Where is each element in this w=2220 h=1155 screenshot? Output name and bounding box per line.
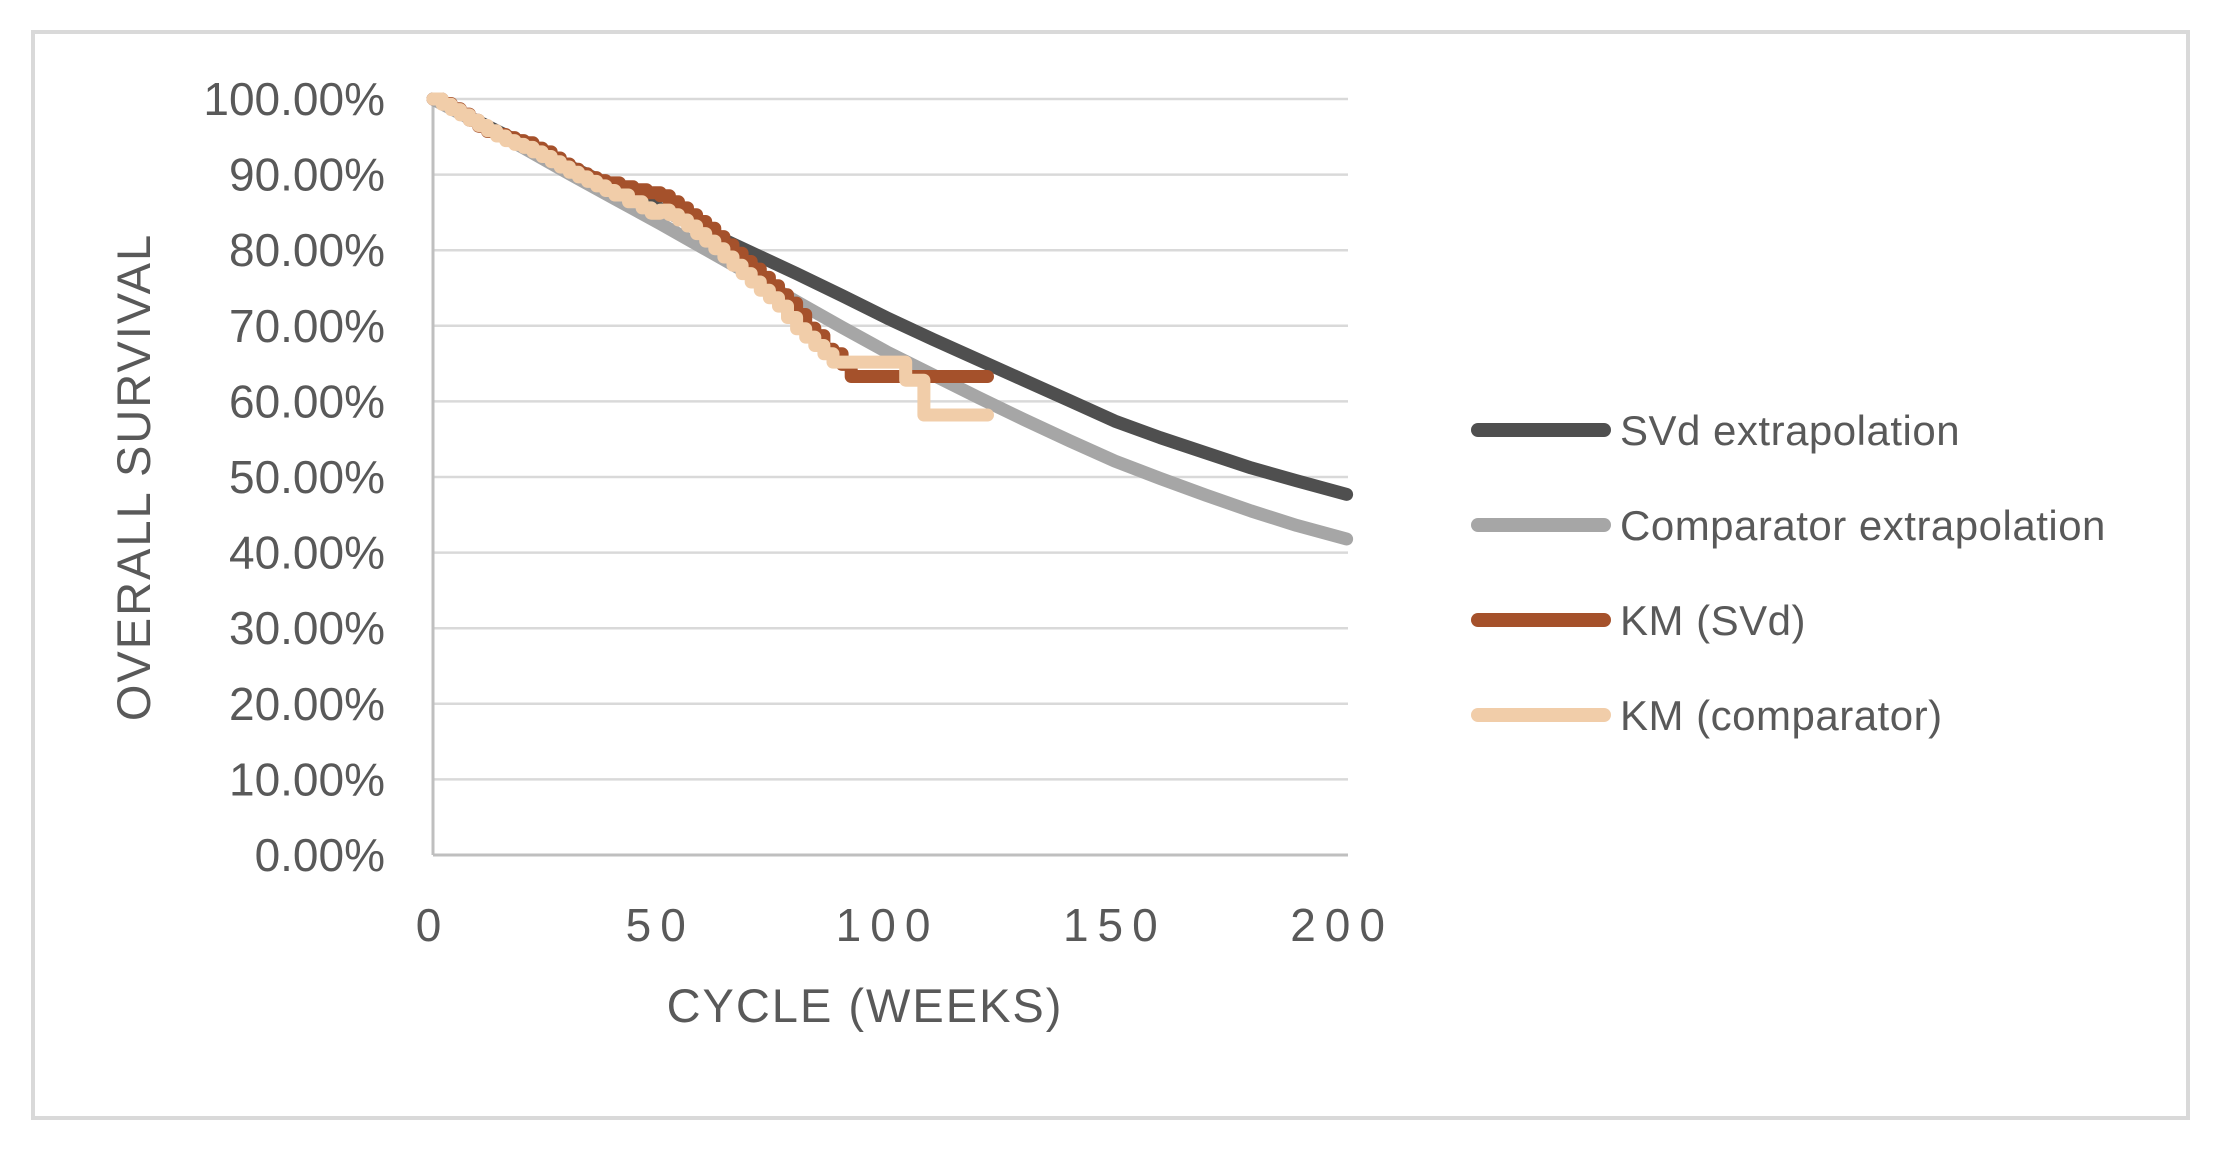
x-axis-tick-labels: 0 50 100 150 200	[416, 899, 1394, 951]
x-axis-title: CYCLE (WEEKS)	[667, 979, 1064, 1032]
legend-label-comparator-extrapolation: Comparator extrapolation	[1620, 502, 2106, 549]
x-tick-label: 200	[1290, 899, 1394, 951]
chart-border	[31, 30, 2190, 1120]
y-tick-label: 0.00%	[255, 829, 385, 881]
legend: SVd extrapolation Comparator extrapolatio…	[1471, 407, 2106, 739]
x-tick-label: 150	[1063, 899, 1167, 951]
y-tick-label: 30.00%	[229, 602, 385, 654]
legend-item-km-svd: KM (SVd)	[1471, 597, 1806, 644]
legend-label-svd-extrapolation: SVd extrapolation	[1620, 407, 1960, 454]
y-tick-label: 40.00%	[229, 527, 385, 579]
y-tick-label: 50.00%	[229, 451, 385, 503]
y-tick-label: 70.00%	[229, 300, 385, 352]
legend-label-km-comparator: KM (comparator)	[1620, 692, 1943, 739]
y-tick-label: 80.00%	[229, 224, 385, 276]
x-tick-label: 0	[416, 899, 451, 951]
legend-item-comparator-extrapolation: Comparator extrapolation	[1471, 502, 2106, 549]
y-tick-label: 100.00%	[203, 73, 385, 125]
x-tick-label: 50	[626, 899, 695, 951]
y-axis-tick-labels: 100.00% 90.00% 80.00% 70.00% 60.00% 50.00% 40.…	[203, 73, 385, 881]
x-tick-label: 100	[836, 899, 940, 951]
legend-label-km-svd: KM (SVd)	[1620, 597, 1806, 644]
series-lines	[426, 92, 1354, 546]
axis-lines	[431, 99, 1348, 857]
series-line-km-comparator	[426, 92, 994, 422]
legend-item-svd-extrapolation: SVd extrapolation	[1471, 407, 1960, 454]
y-tick-label: 10.00%	[229, 753, 385, 805]
y-tick-label: 90.00%	[229, 149, 385, 201]
y-tick-label: 60.00%	[229, 375, 385, 427]
legend-item-km-comparator: KM (comparator)	[1471, 692, 1943, 739]
y-tick-label: 20.00%	[229, 678, 385, 730]
y-axis-title: OVERALL SURVIVAL	[107, 233, 160, 721]
